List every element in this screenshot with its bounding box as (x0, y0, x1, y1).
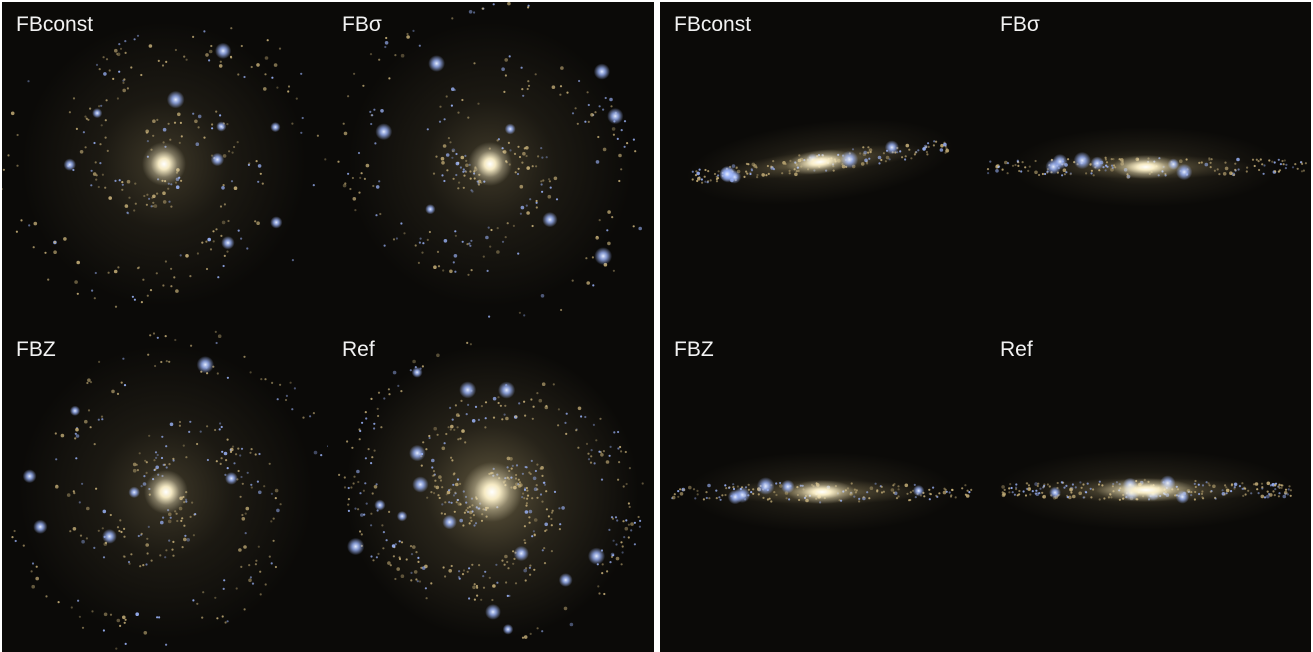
edge-on-panel-fbz: FBZ (660, 327, 986, 652)
galaxy-image-edge-on-fbsigma (986, 127, 1307, 207)
face-on-panel-fbz: FBZ (2, 327, 328, 652)
edge-on-panel-fbsigma: FBσ (986, 2, 1311, 327)
edge-on-panel-fbconst: FBconst (660, 2, 986, 327)
face-on-panel-ref: Ref (328, 327, 654, 652)
edge-on-figure: FBconst FBσ FBZ Ref (660, 2, 1311, 652)
edge-on-panel-ref: Ref (986, 327, 1311, 652)
face-on-panel-fbconst: FBconst (2, 2, 328, 327)
panel-label: FBσ (342, 13, 382, 36)
panel-label: FBσ (1000, 13, 1040, 36)
galaxy-image-edge-on-fbz (671, 452, 973, 532)
galaxy-image-edge-on-ref (996, 450, 1296, 530)
face-on-panel-fbsigma: FBσ (328, 2, 654, 327)
galaxy-image-face-on-ref (338, 341, 644, 639)
galaxy-image-edge-on-fbconst (685, 119, 955, 205)
panel-label: FBZ (16, 338, 56, 361)
panel-label: Ref (342, 338, 375, 361)
panel-label: FBZ (674, 338, 714, 361)
galaxy-image-face-on-fbconst (2, 21, 327, 308)
panel-label: Ref (1000, 338, 1033, 361)
galaxy-image-face-on-fbsigma (337, 2, 642, 318)
galaxy-image-face-on-fbz (11, 330, 328, 650)
panel-label: FBconst (674, 13, 752, 36)
face-on-figure: FBconst FBσ FBZ Ref (2, 2, 654, 652)
panel-label: FBconst (16, 13, 94, 36)
